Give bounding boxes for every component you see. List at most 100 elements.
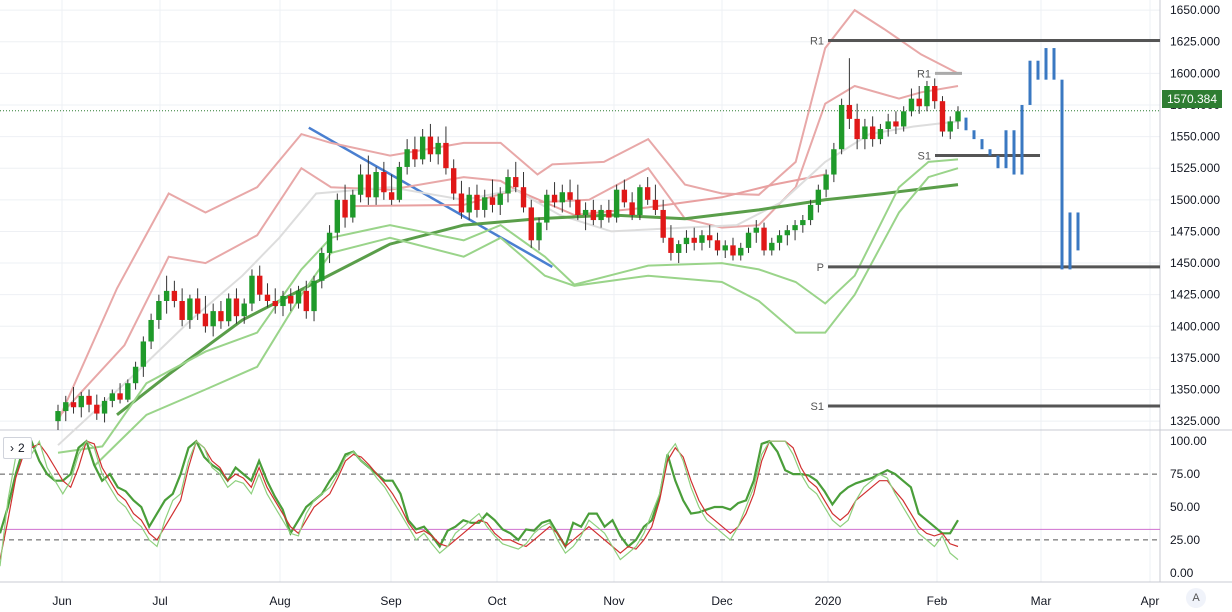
candle-body <box>862 126 868 140</box>
candle-body <box>171 290 178 301</box>
time-tick-label: Jul <box>152 594 167 608</box>
candle-body <box>769 242 775 251</box>
indicator-pane-toggle[interactable]: › 2 <box>3 437 32 459</box>
pivot-level-label: P <box>817 262 824 274</box>
candle-body <box>78 395 84 408</box>
projection-bar <box>996 155 1000 169</box>
candle-body <box>458 193 465 213</box>
projection-bar <box>980 139 984 150</box>
candle-body <box>567 192 573 200</box>
candle-body <box>629 202 635 215</box>
pivot-level-label: S1 <box>811 401 824 413</box>
candle-body <box>738 247 744 256</box>
time-tick-label: Oct <box>488 594 507 608</box>
indicator-line <box>57 158 959 454</box>
candle-body <box>419 136 426 160</box>
osc-series-line <box>0 440 959 560</box>
candle-body <box>288 295 294 304</box>
candle-body <box>513 177 519 188</box>
candle-body <box>148 319 154 342</box>
price-tick-label: 1550.000 <box>1170 130 1220 144</box>
candle-body <box>303 290 309 312</box>
candle-body <box>202 313 209 327</box>
osc-tick-label: 50.00 <box>1170 500 1200 514</box>
candle-body <box>249 275 255 304</box>
candle-body <box>63 402 69 412</box>
auto-scale-button[interactable]: A <box>1186 588 1206 608</box>
time-tick-label: Mar <box>1031 594 1052 608</box>
chevron-right-icon: › <box>10 441 14 455</box>
price-tick-label: 1325.000 <box>1170 414 1220 428</box>
pane-label: 2 <box>18 441 25 455</box>
candle-body <box>373 172 379 198</box>
candle-body <box>241 303 247 317</box>
candle-body <box>427 136 434 155</box>
candle-body <box>753 227 759 233</box>
candle-body <box>528 207 534 241</box>
candle-body <box>295 290 302 304</box>
price-tick-label: 1600.000 <box>1170 66 1220 80</box>
candle-body <box>932 86 938 102</box>
time-tick-label: Feb <box>927 594 948 608</box>
price-tick-label: 1500.000 <box>1170 193 1220 207</box>
candle-body <box>652 199 659 210</box>
auto-scale-label: A <box>1192 592 1200 604</box>
candle-body <box>846 104 853 119</box>
last-price-value: 1570.384 <box>1166 92 1218 106</box>
candle-body <box>924 86 930 107</box>
candle-body <box>869 126 876 140</box>
candle-body <box>70 402 77 408</box>
price-tick-label: 1650.000 <box>1170 3 1220 17</box>
candle-body <box>691 237 697 243</box>
time-tick-label: Apr <box>1141 594 1160 608</box>
projection-bar <box>972 130 976 140</box>
candle-body <box>699 235 705 243</box>
candle-body <box>140 341 147 367</box>
candle-body <box>660 209 666 238</box>
candle-body <box>637 187 643 215</box>
candle-body <box>877 129 884 140</box>
candle-body <box>761 227 767 251</box>
time-tick-label: Sep <box>380 594 402 608</box>
candle-body <box>450 168 457 194</box>
candle-body <box>544 194 550 223</box>
candle-body <box>815 189 822 205</box>
candle-body <box>482 197 488 210</box>
candle-body <box>86 395 92 405</box>
candle-body <box>225 298 232 322</box>
candle-body <box>125 383 131 400</box>
projection-bar <box>1068 212 1072 270</box>
projection-bar <box>1020 104 1024 175</box>
candle-body <box>792 225 798 231</box>
osc-tick-label: 75.00 <box>1170 467 1200 481</box>
candle-body <box>350 194 356 218</box>
candle-body <box>800 220 806 226</box>
candle-body <box>885 121 891 129</box>
candle-body <box>357 174 364 195</box>
last-price-badge: 1570.384 <box>1162 90 1222 108</box>
candle-body <box>466 194 472 213</box>
candle-body <box>807 204 814 221</box>
candle-body <box>675 244 682 253</box>
price-tick-label: 1625.000 <box>1170 35 1220 49</box>
indicator-line <box>308 126 553 268</box>
candle-body <box>838 104 845 150</box>
candle-body <box>598 209 604 221</box>
candle-body <box>606 209 612 218</box>
candle-body <box>326 232 333 253</box>
projection-bar <box>1076 212 1080 251</box>
candle-body <box>955 111 961 122</box>
osc-series-line <box>0 439 959 550</box>
candle-body <box>722 245 728 251</box>
osc-series-line <box>0 439 959 567</box>
candle-body <box>575 199 581 215</box>
candle-body <box>264 294 271 301</box>
candle-body <box>621 189 628 203</box>
candle-body <box>900 111 907 127</box>
pivot-level-label: R1 <box>810 35 824 47</box>
candle-body <box>443 142 449 169</box>
candle-body <box>505 177 511 194</box>
candle-body <box>854 118 860 140</box>
price-tick-label: 1525.000 <box>1170 161 1220 175</box>
